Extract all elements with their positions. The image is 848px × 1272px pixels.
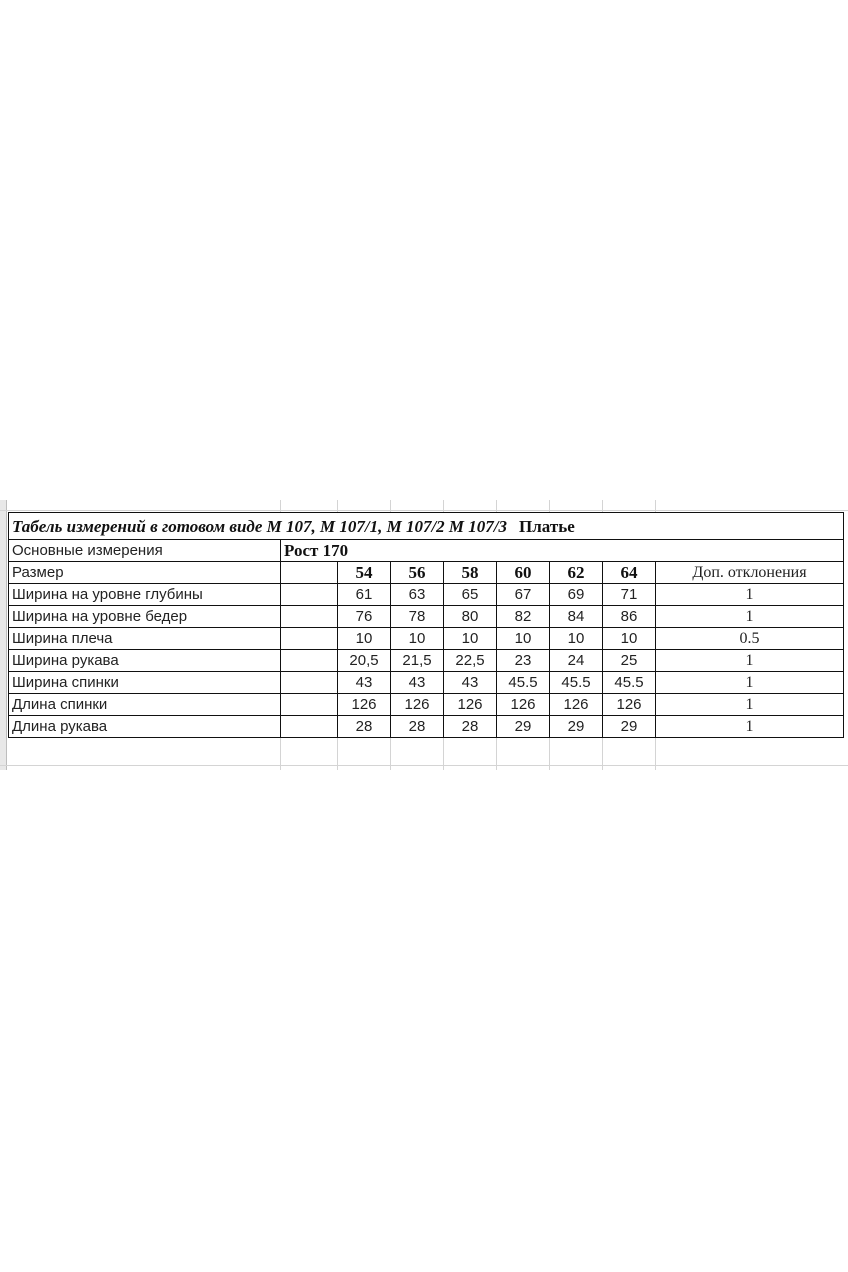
row-label[interactable]: Длина спинки (8, 693, 281, 716)
value-cell[interactable]: 10 (496, 627, 550, 650)
size-cell[interactable]: 56 (390, 561, 444, 584)
value-cell[interactable]: 43 (390, 671, 444, 694)
value-cell[interactable]: 45.5 (549, 671, 603, 694)
value-cell[interactable]: 126 (549, 693, 603, 716)
empty-cell[interactable] (280, 605, 338, 628)
deviation-label[interactable]: Доп. отклонения (655, 561, 844, 584)
table-row: Ширина спинки 43 43 43 45.5 45.5 45.5 1 (8, 671, 844, 694)
deviation-cell[interactable]: 1 (655, 693, 844, 716)
value-cell[interactable]: 78 (390, 605, 444, 628)
measurement-table: Табель измерений в готовом виде М 107, М… (8, 512, 844, 738)
row-label[interactable]: Длина рукава (8, 715, 281, 738)
value-cell[interactable]: 65 (443, 583, 497, 606)
table-row: Ширина на уровне бедер 76 78 80 82 84 86 1 (8, 605, 844, 628)
value-cell[interactable]: 29 (602, 715, 656, 738)
value-cell[interactable]: 28 (443, 715, 497, 738)
title-row: Табель измерений в готовом виде М 107, М… (8, 512, 844, 540)
value-cell[interactable]: 43 (443, 671, 497, 694)
row-label[interactable]: Ширина плеча (8, 627, 281, 650)
table-row: Длина рукава 28 28 28 29 29 29 1 (8, 715, 844, 738)
value-cell[interactable]: 25 (602, 649, 656, 672)
deviation-cell[interactable]: 1 (655, 605, 844, 628)
empty-cell[interactable] (280, 561, 338, 584)
title-text: Табель измерений в готовом виде М 107, М… (12, 516, 508, 536)
value-cell[interactable]: 80 (443, 605, 497, 628)
gridline (0, 765, 848, 766)
deviation-cell[interactable]: 1 (655, 583, 844, 606)
row-label[interactable]: Ширина на уровне бедер (8, 605, 281, 628)
size-cell[interactable]: 62 (549, 561, 603, 584)
empty-cell[interactable] (280, 671, 338, 694)
value-cell[interactable]: 29 (549, 715, 603, 738)
empty-cell[interactable] (280, 693, 338, 716)
value-cell[interactable]: 10 (549, 627, 603, 650)
deviation-cell[interactable]: 1 (655, 671, 844, 694)
value-cell[interactable]: 45.5 (602, 671, 656, 694)
value-cell[interactable]: 10 (602, 627, 656, 650)
size-cell[interactable]: 58 (443, 561, 497, 584)
gridline (0, 510, 848, 511)
value-cell[interactable]: 86 (602, 605, 656, 628)
size-row: Размер 54 56 58 60 62 64 Доп. отклонения (8, 561, 844, 584)
value-cell[interactable]: 76 (337, 605, 391, 628)
value-cell[interactable]: 84 (549, 605, 603, 628)
value-cell[interactable]: 126 (443, 693, 497, 716)
deviation-cell[interactable]: 1 (655, 649, 844, 672)
row-label[interactable]: Ширина спинки (8, 671, 281, 694)
header-label[interactable]: Основные измерения (8, 539, 281, 562)
row-header-strip (0, 500, 7, 770)
size-cell[interactable]: 64 (602, 561, 656, 584)
row-label[interactable]: Ширина рукава (8, 649, 281, 672)
table-row: Ширина плеча 10 10 10 10 10 10 0.5 (8, 627, 844, 650)
value-cell[interactable]: 69 (549, 583, 603, 606)
value-cell[interactable]: 21,5 (390, 649, 444, 672)
value-cell[interactable]: 10 (337, 627, 391, 650)
value-cell[interactable]: 23 (496, 649, 550, 672)
value-cell[interactable]: 126 (602, 693, 656, 716)
row-label[interactable]: Ширина на уровне глубины (8, 583, 281, 606)
header-row: Основные измерения Рост 170 (8, 539, 844, 562)
deviation-cell[interactable]: 0.5 (655, 627, 844, 650)
table-row: Ширина на уровне глубины 61 63 65 67 69 71 1 (8, 583, 844, 606)
value-cell[interactable]: 28 (390, 715, 444, 738)
table-title: Табель измерений в готовом виде М 107, М… (8, 512, 844, 540)
value-cell[interactable]: 24 (549, 649, 603, 672)
table-row: Длина спинки 126 126 126 126 126 126 1 (8, 693, 844, 716)
value-cell[interactable]: 20,5 (337, 649, 391, 672)
value-cell[interactable]: 126 (390, 693, 444, 716)
value-cell[interactable]: 43 (337, 671, 391, 694)
value-cell[interactable]: 61 (337, 583, 391, 606)
spreadsheet-area: Табель измерений в готовом виде М 107, М… (0, 500, 848, 770)
value-cell[interactable]: 45.5 (496, 671, 550, 694)
value-cell[interactable]: 126 (337, 693, 391, 716)
value-cell[interactable]: 67 (496, 583, 550, 606)
empty-cell[interactable] (280, 649, 338, 672)
value-cell[interactable]: 22,5 (443, 649, 497, 672)
size-cell[interactable]: 54 (337, 561, 391, 584)
value-cell[interactable]: 10 (390, 627, 444, 650)
value-cell[interactable]: 29 (496, 715, 550, 738)
empty-cell[interactable] (280, 715, 338, 738)
value-cell[interactable]: 126 (496, 693, 550, 716)
value-cell[interactable]: 28 (337, 715, 391, 738)
size-cell[interactable]: 60 (496, 561, 550, 584)
height-label[interactable]: Рост 170 (280, 539, 844, 562)
table-row: Ширина рукава 20,5 21,5 22,5 23 24 25 1 (8, 649, 844, 672)
value-cell[interactable]: 10 (443, 627, 497, 650)
deviation-cell[interactable]: 1 (655, 715, 844, 738)
value-cell[interactable]: 71 (602, 583, 656, 606)
size-label[interactable]: Размер (8, 561, 281, 584)
title-suffix: Платье (519, 516, 575, 536)
empty-cell[interactable] (280, 583, 338, 606)
value-cell[interactable]: 63 (390, 583, 444, 606)
value-cell[interactable]: 82 (496, 605, 550, 628)
empty-cell[interactable] (280, 627, 338, 650)
